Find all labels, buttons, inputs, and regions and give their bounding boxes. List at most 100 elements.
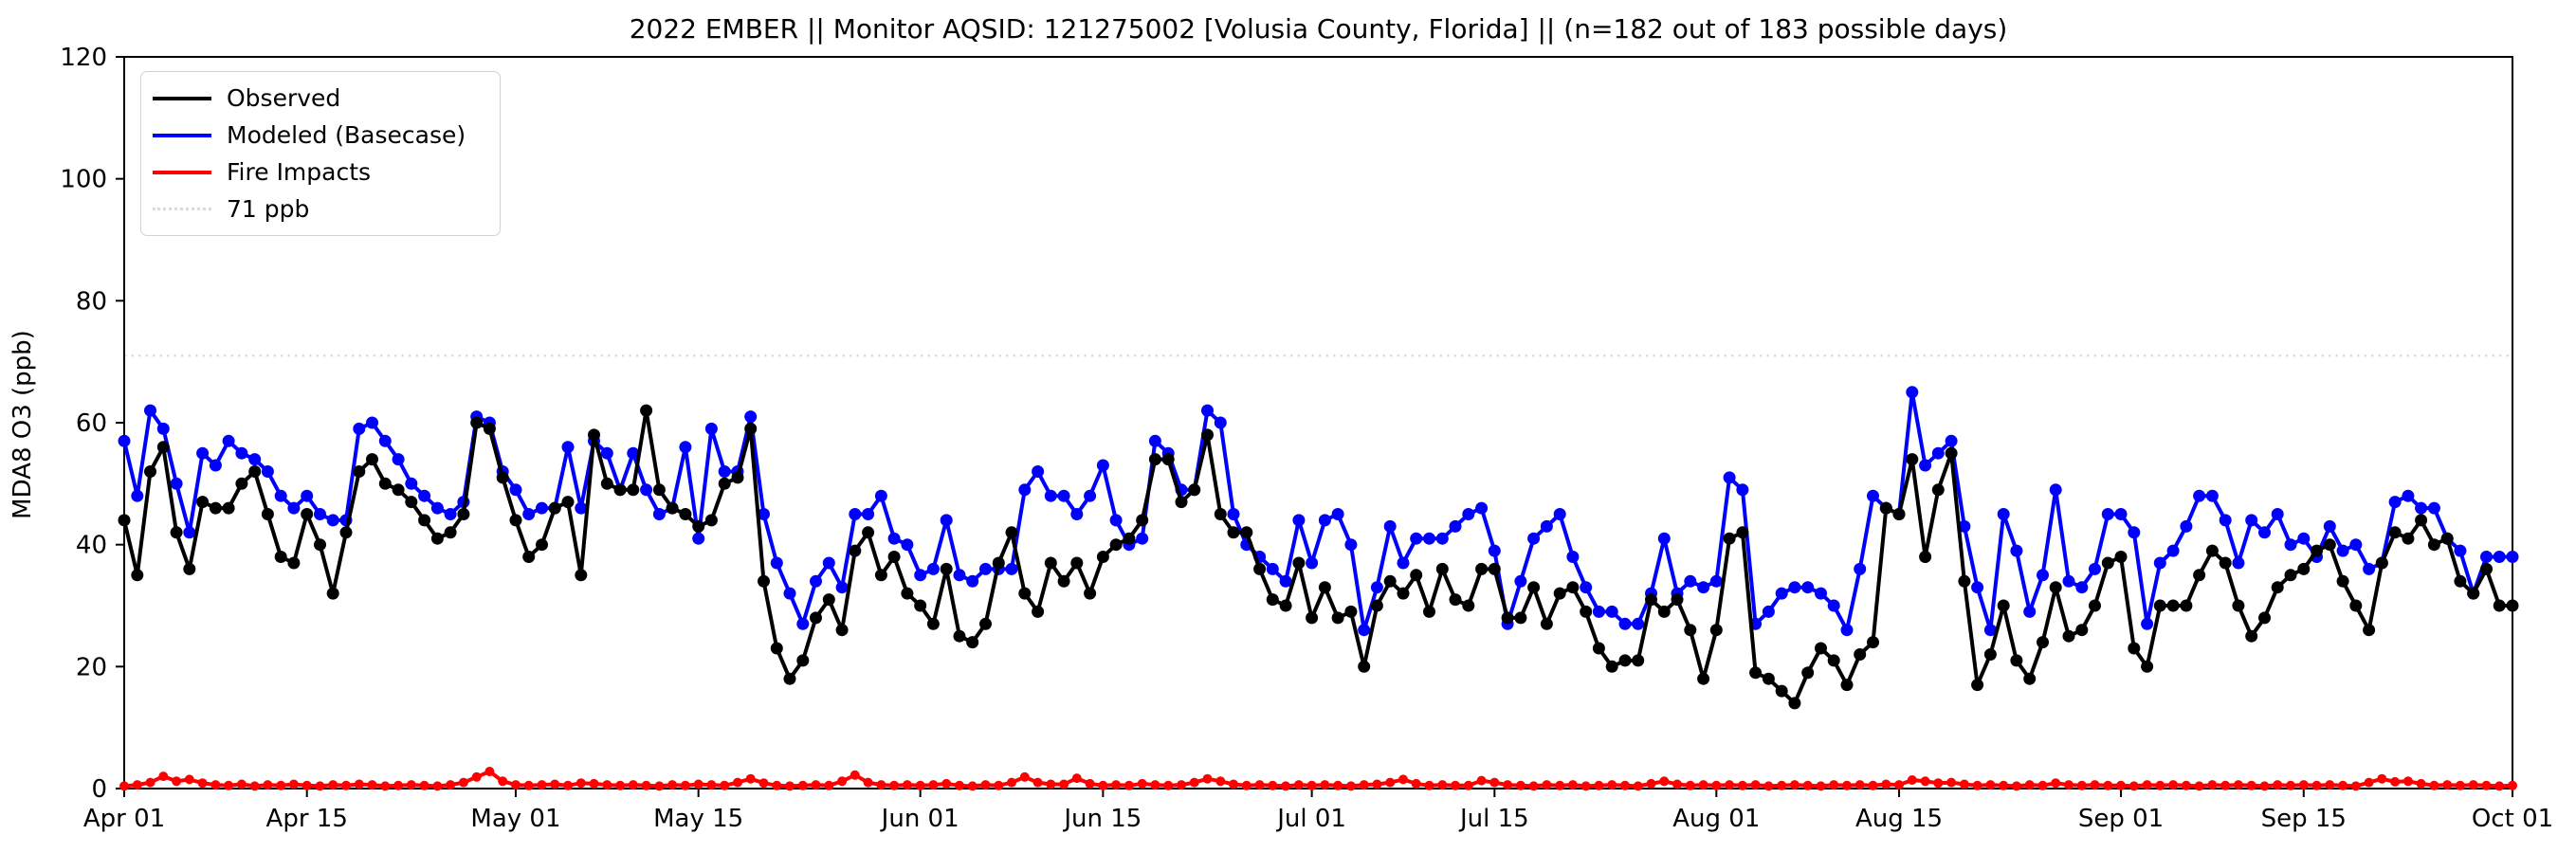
fire-impacts-series-marker: [172, 776, 182, 787]
modeled-series-marker: [2114, 508, 2128, 520]
modeled-series-marker: [2037, 569, 2049, 582]
observed-series-marker: [2506, 599, 2519, 612]
fire-impacts-series-marker: [1241, 780, 1251, 790]
fire-impacts-series-marker: [1829, 780, 1839, 790]
observed-series-marker: [366, 453, 378, 466]
observed-series-marker: [2363, 624, 2376, 637]
modeled-series-marker: [209, 459, 222, 472]
fire-impacts-series-marker: [537, 780, 547, 790]
modeled-series-marker: [2062, 574, 2075, 588]
observed-series-marker: [1383, 574, 1397, 588]
threshold-line-sample-icon: [153, 208, 211, 210]
observed-series-marker: [2010, 654, 2023, 667]
fire-impacts-series-marker: [745, 773, 756, 784]
modeled-series-marker: [2363, 562, 2376, 575]
fire-impacts-series-marker: [1333, 780, 1343, 790]
observed-series-marker: [2375, 556, 2388, 570]
fire-impacts-series-marker: [1515, 780, 1526, 790]
fire-impacts-series-marker: [1032, 777, 1043, 788]
fire-impacts-series-marker: [2468, 780, 2478, 790]
modeled-series-marker: [1057, 489, 1070, 502]
observed-series-marker: [666, 501, 679, 515]
observed-series-marker: [1580, 605, 1593, 618]
observed-series-marker: [1945, 446, 1958, 460]
legend-label-modeled: Modeled (Basecase): [227, 121, 466, 149]
observed-series-marker: [1657, 605, 1671, 618]
fire-impacts-series-marker: [2220, 780, 2231, 790]
observed-series-marker: [1410, 569, 1423, 582]
modeled-series-marker: [679, 441, 692, 454]
fire-impacts-series-marker: [1071, 773, 1082, 784]
fire-impacts-series-marker: [1528, 781, 1539, 791]
modeled-series-marker: [1605, 605, 1618, 618]
modeled-series-marker: [627, 446, 640, 460]
observed-series-marker: [2284, 569, 2297, 582]
observed-series-marker: [1370, 599, 1383, 612]
fire-impacts-series-marker: [811, 780, 821, 790]
legend: Observed Modeled (Basecase) Fire Impacts…: [140, 71, 501, 236]
modeled-series-marker: [1919, 459, 1932, 472]
observed-series-marker: [731, 471, 744, 484]
observed-series-marker: [405, 496, 418, 509]
fire-impacts-series-marker: [2298, 780, 2309, 790]
fire-impacts-series-marker: [2402, 776, 2413, 787]
fire-impacts-series-marker: [498, 776, 508, 787]
observed-series-marker: [1553, 587, 1566, 600]
modeled-series-marker: [1867, 489, 1879, 502]
modeled-series-marker: [2023, 605, 2037, 618]
modeled-series-marker: [2193, 489, 2206, 502]
observed-series-marker: [1462, 599, 1475, 612]
modeled-series-marker: [378, 434, 392, 447]
fire-impacts-series-marker: [1881, 779, 1891, 789]
modeled-series-marker: [2297, 532, 2311, 545]
observed-series-marker: [613, 483, 627, 497]
fire-impacts-series-marker: [563, 780, 573, 790]
fire-impacts-series-marker: [850, 770, 860, 780]
modeled-series-marker: [1331, 508, 1344, 520]
modeled-series-marker: [1553, 508, 1566, 520]
modeled-series-marker: [1292, 514, 1306, 527]
observed-series-marker: [1697, 672, 1710, 685]
modeled-series-marker: [704, 422, 718, 435]
observed-series-marker: [704, 514, 718, 527]
modeled-series-marker: [810, 574, 822, 588]
observed-series-marker: [2323, 538, 2336, 552]
observed-series-marker: [2089, 599, 2101, 612]
fire-impacts-series-marker: [2076, 780, 2087, 790]
fire-impacts-series-marker: [1750, 780, 1761, 790]
fire-impacts-series-marker: [1959, 779, 1969, 789]
modeled-series-marker: [1070, 508, 1084, 520]
observed-series-marker: [2454, 574, 2467, 588]
fire-impacts-series-marker: [2481, 780, 2492, 790]
modeled-series-marker: [940, 514, 953, 527]
fire-impacts-series-marker: [2311, 780, 2322, 790]
modeled-series-marker: [901, 538, 914, 552]
modeled-series-marker: [1632, 617, 1645, 630]
observed-series-marker: [783, 672, 796, 685]
fire-impacts-series-marker: [1542, 780, 1552, 790]
fire-impacts-series-marker: [2155, 780, 2165, 790]
observed-series-marker: [1306, 611, 1319, 625]
modeled-series-marker: [926, 562, 940, 575]
modeled-series-marker: [2415, 501, 2428, 515]
modeled-series-marker: [1358, 624, 1371, 637]
observed-series-marker: [1749, 666, 1763, 680]
modeled-series-marker: [770, 556, 783, 570]
modeled-series-marker: [156, 422, 170, 435]
fire-impacts-series-marker: [2364, 777, 2374, 788]
modeled-series-marker: [796, 617, 810, 630]
observed-series-marker: [692, 519, 705, 533]
fire-impacts-series-marker: [654, 781, 665, 791]
fire-impacts-series-marker: [249, 781, 260, 791]
fire-impacts-series-marker: [1476, 775, 1487, 786]
modeled-series-marker: [783, 587, 796, 600]
fire-impacts-series-marker: [550, 779, 560, 789]
observed-series-marker: [209, 501, 222, 515]
modeled-series-marker: [966, 574, 979, 588]
observed-series-marker: [1879, 501, 1892, 515]
fire-impacts-series-marker: [1111, 780, 1122, 790]
fire-impacts-series-marker: [328, 780, 338, 790]
fire-impacts-series-marker: [263, 780, 273, 790]
fire-impacts-series-marker: [1059, 779, 1069, 789]
observed-series-marker: [170, 526, 183, 539]
